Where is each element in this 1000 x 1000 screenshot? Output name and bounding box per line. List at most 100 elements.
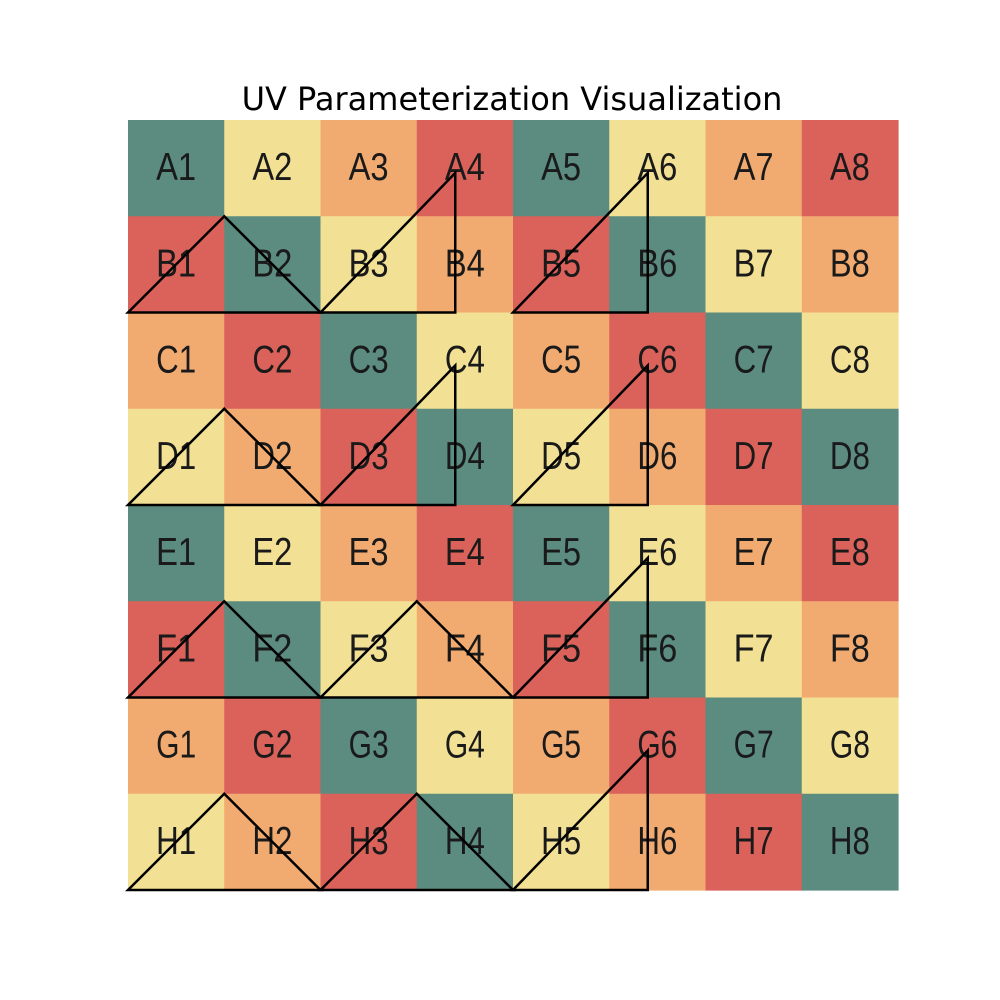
cell-f6	[609, 601, 707, 699]
cell-label-e5: E5	[541, 530, 581, 574]
uv-triangle-9	[510, 554, 649, 699]
cell-c8	[801, 312, 899, 410]
cell-d6	[609, 408, 707, 506]
cell-a5	[513, 120, 610, 217]
cell-g3	[320, 697, 418, 795]
cell-c4	[416, 312, 514, 410]
cell-c2	[224, 312, 322, 410]
cell-label-b8: B8	[830, 241, 870, 285]
cell-label-e7: E7	[734, 530, 774, 574]
uv-triangle-7	[124, 599, 324, 699]
cell-e1	[128, 505, 225, 602]
uv-triangle-5	[317, 362, 457, 507]
cell-label-g7: G7	[734, 722, 774, 766]
cell-label-g5: G5	[541, 722, 581, 766]
cell-label-a4: A4	[445, 145, 485, 189]
cell-c5	[513, 312, 610, 410]
cell-label-e3: E3	[349, 530, 389, 574]
uv-triangle-12	[510, 747, 649, 892]
cell-label-d4: D4	[445, 434, 485, 478]
cell-label-b7: B7	[734, 241, 774, 285]
cell-a4	[416, 120, 514, 217]
cell-label-c7: C7	[734, 337, 774, 381]
cell-e7	[705, 505, 803, 602]
cell-b6	[609, 216, 707, 314]
cell-e8	[801, 505, 899, 602]
cell-label-d6: D6	[637, 434, 677, 478]
cell-label-a6: A6	[637, 145, 677, 189]
cell-g8	[801, 697, 899, 795]
cell-e6	[609, 505, 707, 602]
uv-triangle-11	[317, 791, 517, 892]
cell-label-a2: A2	[252, 145, 292, 189]
cell-label-c6: C6	[637, 337, 677, 381]
cell-f7	[705, 601, 803, 699]
cell-label-c5: C5	[541, 337, 581, 381]
cell-label-c1: C1	[156, 337, 196, 381]
cell-g6	[609, 697, 707, 795]
cell-a7	[705, 120, 803, 217]
uv-triangle-10	[124, 791, 324, 892]
cell-label-h6: H6	[637, 819, 677, 863]
cell-h6	[609, 793, 707, 891]
cell-label-g2: G2	[252, 722, 292, 766]
uv-triangle-3	[510, 169, 649, 314]
cell-label-c8: C8	[830, 337, 870, 381]
cell-label-f6: F6	[637, 626, 677, 670]
cell-c3	[320, 312, 418, 410]
cell-label-e2: E2	[252, 530, 292, 574]
cell-label-a8: A8	[830, 145, 870, 189]
cell-label-f8: F8	[830, 626, 870, 670]
cell-label-a5: A5	[541, 145, 581, 189]
cell-c7	[705, 312, 803, 410]
cell-label-g1: G1	[156, 722, 196, 766]
cell-g1	[128, 697, 225, 795]
cell-label-e8: E8	[830, 530, 870, 574]
cell-e3	[320, 505, 418, 602]
cell-label-a7: A7	[734, 145, 774, 189]
cell-label-f7: F7	[734, 626, 774, 670]
cell-label-g6: G6	[637, 722, 677, 766]
cell-label-e4: E4	[445, 530, 485, 574]
uv-triangle-8	[317, 599, 517, 699]
uv-triangle-1	[124, 214, 324, 314]
cell-label-g8: G8	[830, 722, 870, 766]
cell-label-g4: G4	[445, 722, 485, 766]
cell-label-a1: A1	[156, 145, 196, 189]
cell-f8	[801, 601, 899, 699]
triangles-layer	[124, 169, 649, 892]
cell-label-e1: E1	[156, 530, 196, 574]
uv-triangle-4	[124, 406, 324, 507]
cell-d7	[705, 408, 803, 506]
cell-label-b6: B6	[637, 241, 677, 285]
cell-label-d7: D7	[734, 434, 774, 478]
cell-label-a3: A3	[349, 145, 389, 189]
cell-label-c4: C4	[445, 337, 485, 381]
cell-g4	[416, 697, 514, 795]
cell-label-h8: H8	[830, 819, 870, 863]
cell-label-c3: C3	[349, 337, 389, 381]
uv-triangle-2	[317, 169, 457, 314]
cell-c6	[609, 312, 707, 410]
cell-a1	[128, 120, 225, 217]
cell-d4	[416, 408, 514, 506]
cell-label-h7: H7	[734, 819, 774, 863]
cell-e4	[416, 505, 514, 602]
cell-g7	[705, 697, 803, 795]
cell-a6	[609, 120, 707, 217]
cell-label-e6: E6	[637, 530, 677, 574]
cell-h7	[705, 793, 803, 891]
cell-g2	[224, 697, 322, 795]
cell-a8	[801, 120, 899, 217]
cell-a2	[224, 120, 322, 217]
cell-g5	[513, 697, 610, 795]
cell-b8	[801, 216, 899, 314]
cell-label-b4: B4	[445, 241, 485, 285]
cell-label-g3: G3	[349, 722, 389, 766]
cell-label-c2: C2	[252, 337, 292, 381]
chart-title: UV Parameterization Visualization	[241, 80, 783, 118]
cell-e2	[224, 505, 322, 602]
uv-triangle-6	[510, 362, 649, 507]
cell-h8	[801, 793, 899, 891]
